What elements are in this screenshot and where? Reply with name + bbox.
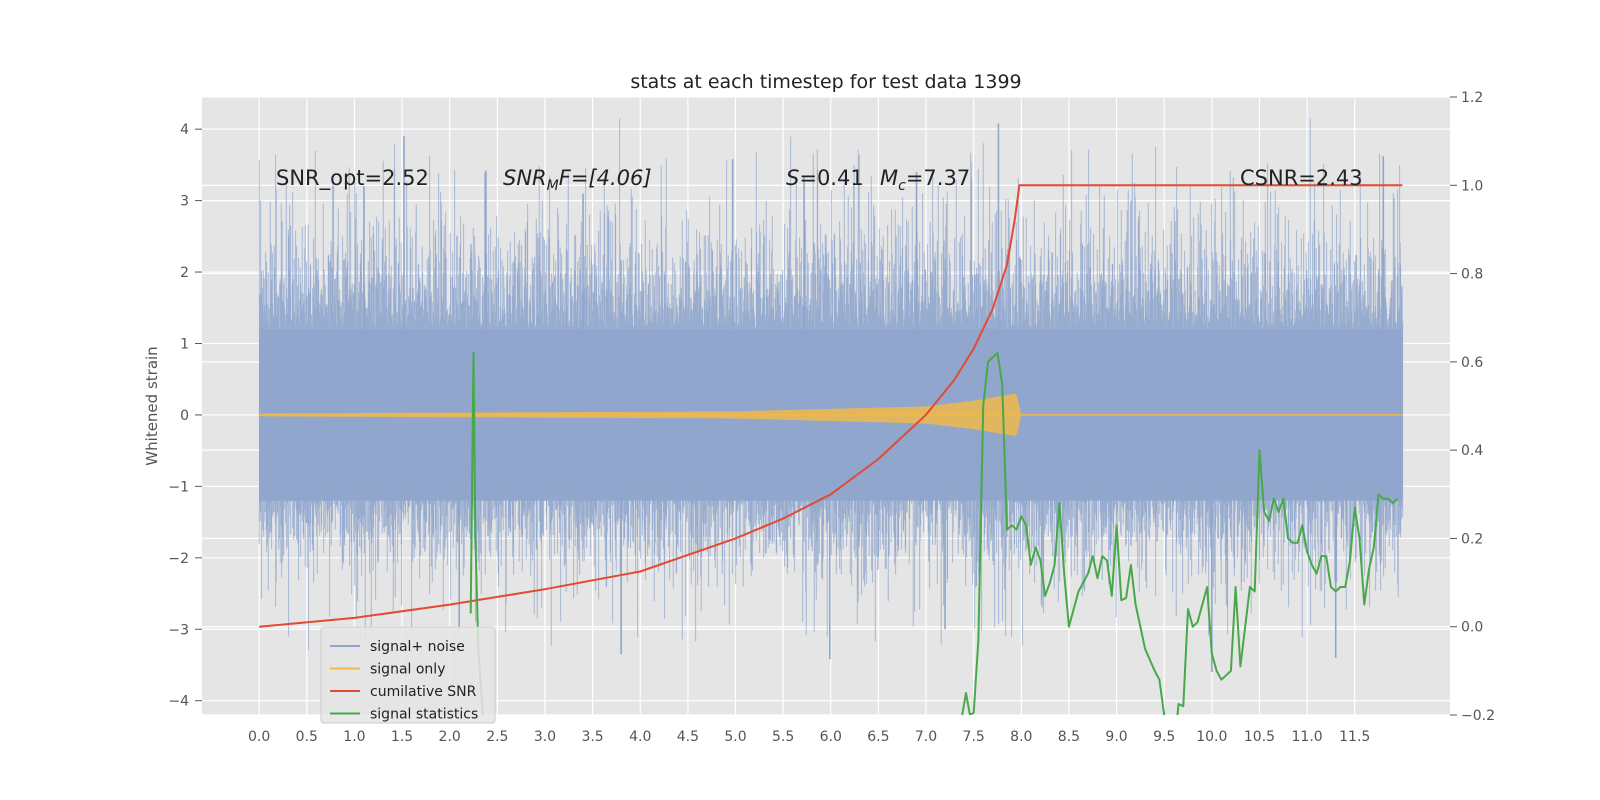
x-tick-label: 8.0 (1010, 729, 1032, 745)
x-tick-label: 2.5 (486, 729, 508, 745)
annotation-snr-opt: SNR_opt=2.52 (276, 166, 429, 191)
x-tick-label: 10.5 (1244, 729, 1275, 745)
x-tick-label: 4.5 (677, 729, 699, 745)
cumulative-snr-line (259, 184, 1403, 628)
x-tick-label: 1.5 (391, 729, 413, 745)
y2-tick-label: 0.2 (1461, 531, 1483, 547)
legend-label: signal+ noise (370, 639, 465, 655)
x-tick-label: 0.0 (248, 729, 270, 745)
x-tick-label: 3.5 (581, 729, 603, 745)
x-tick-label: 7.5 (963, 729, 985, 745)
signal-noise-line (258, 118, 1404, 651)
signal-only-series (259, 393, 1403, 437)
x-axis-ticks: 0.0 0.5 1.0 1.5 2.0 2.5 3.0 3.5 4.0 4.5 5.0 5.5 6.0 6… (248, 729, 1370, 745)
annotation-s-symbol: S (786, 166, 799, 190)
y-tick-label: 4 (180, 122, 189, 138)
y-tick-label: −1 (168, 479, 189, 495)
annotation-s-value: =0.41 (799, 166, 863, 190)
legend-label: signal only (370, 662, 445, 678)
y-tick-label: 1 (180, 336, 189, 352)
legend: signal+ noise signal only cumilative SNR si… (320, 626, 496, 724)
y2-tick-label: 0.8 (1461, 267, 1483, 283)
signal-statistics-line (961, 352, 1399, 715)
x-tick-label: 3.0 (534, 729, 556, 745)
x-tick-label: 6.5 (867, 729, 889, 745)
y2-tick-label: −0.2 (1461, 708, 1495, 724)
annotation-s: S=0.41 (786, 166, 864, 190)
x-tick-label: 0.5 (296, 729, 318, 745)
annotation-mc-value: =7.37 (906, 166, 970, 190)
annotation-mc: Mc=7.37 (880, 166, 970, 194)
x-tick-label: 10.0 (1196, 729, 1227, 745)
y2-tick-label: 0.0 (1461, 620, 1483, 636)
x-tick-label: 4.0 (629, 729, 651, 745)
x-tick-label: 9.5 (1153, 729, 1175, 745)
legend-label: cumilative SNR (370, 684, 477, 700)
y2-tick-label: 1.0 (1461, 178, 1483, 194)
annotation-snr-mf: SNRMF=[4.06] (503, 166, 652, 194)
x-tick-label: 11.0 (1292, 729, 1323, 745)
annotation-mc-subscript: c (898, 178, 906, 194)
y2-tick-label: 1.2 (1461, 90, 1483, 106)
annotation-snr-mf-value: F=[4.06] (559, 166, 652, 190)
y-tick-label: 0 (180, 408, 189, 424)
x-tick-label: 9.0 (1105, 729, 1127, 745)
y-tick-label: −4 (168, 694, 189, 710)
chart-title: stats at each timestep for test data 139… (630, 71, 1021, 93)
annotation-snr-mf-symbol: SNR (503, 166, 547, 190)
y-tick-label: 3 (180, 194, 189, 210)
annotation-csnr: CSNR=2.43 (1240, 166, 1363, 190)
y-tick-label: −2 (168, 551, 189, 567)
x-tick-label: 7.0 (915, 729, 937, 745)
cumulative-snr-series (259, 184, 1403, 628)
x-tick-label: 5.5 (772, 729, 794, 745)
x-tick-label: 1.0 (343, 729, 365, 745)
legend-box (320, 626, 496, 724)
y-tick-label: 2 (180, 265, 189, 281)
y2-tick-label: 0.6 (1461, 355, 1483, 371)
y-tick-label: −3 (168, 622, 189, 638)
y2-axis-ticks: 1.2 1.0 0.8 0.6 0.4 0.2 0.0 −0.2 (1450, 90, 1495, 724)
legend-label: signal statistics (370, 707, 478, 723)
y2-tick-label: 0.4 (1461, 443, 1483, 459)
annotation-snr-mf-subscript: M (547, 178, 559, 194)
x-tick-label: 11.5 (1339, 729, 1370, 745)
y-axis-ticks: 4 3 2 1 0 −1 −2 −3 −4 (168, 122, 202, 710)
y-axis-label: Whitened strain (143, 346, 161, 465)
x-tick-label: 6.0 (820, 729, 842, 745)
x-tick-label: 5.0 (724, 729, 746, 745)
x-tick-label: 2.0 (439, 729, 461, 745)
annotation-mc-symbol: M (880, 166, 898, 190)
x-tick-label: 8.5 (1058, 729, 1080, 745)
